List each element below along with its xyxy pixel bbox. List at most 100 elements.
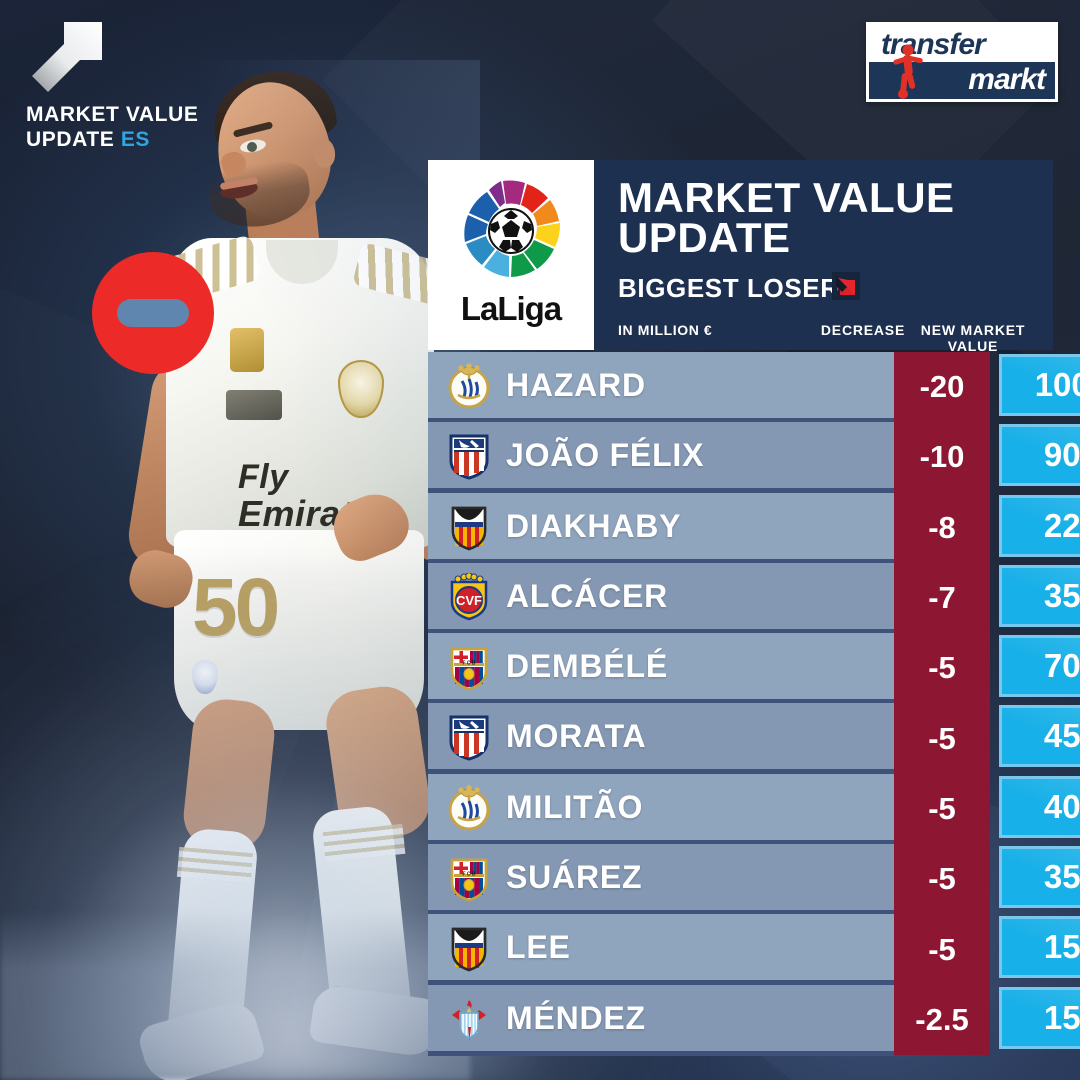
- table-row[interactable]: DIAKHABY -8 22.0: [428, 492, 1080, 564]
- column-header-unit: IN MILLION €: [618, 322, 713, 338]
- transfermarkt-word-markt: markt: [968, 63, 1046, 96]
- row-separator: [428, 910, 894, 916]
- transfermarkt-logo[interactable]: transfer markt: [866, 22, 1058, 102]
- decrease-cell: -2.5: [894, 984, 990, 1055]
- row-separator: [428, 628, 894, 634]
- player-name: SUÁREZ: [506, 859, 643, 896]
- player-name: MORATA: [506, 718, 647, 755]
- decrease-cell: -8: [894, 492, 990, 563]
- header-panel: LaLiga MARKET VALUE UPDATE BIGGEST LOSER…: [428, 160, 1053, 354]
- new-market-value-cell: 45.0: [999, 705, 1080, 768]
- celta-vigo-badge-icon: [446, 995, 492, 1043]
- new-market-value-cell: 22.0: [999, 494, 1080, 557]
- decrease-value: -5: [928, 790, 956, 826]
- new-market-value: 90.0: [1043, 436, 1080, 474]
- decrease-value: -5: [928, 931, 956, 967]
- real-madrid-shirt-crest-icon: [338, 360, 384, 418]
- logo-line1: MARKET VALUE: [26, 103, 199, 126]
- decrease-cell: -5: [894, 844, 990, 915]
- row-name-cell: [428, 422, 894, 489]
- row-name-cell: [428, 492, 894, 559]
- table-row[interactable]: CVF ALCÁCER -7 35.0: [428, 562, 1080, 634]
- decrease-value: -5: [928, 861, 956, 897]
- new-market-value: 35.0: [1043, 858, 1080, 896]
- valencia-badge-icon: [446, 924, 492, 972]
- new-market-value-cell: 35.0: [999, 846, 1080, 909]
- barcelona-badge-icon: F C B: [446, 854, 492, 902]
- villarreal-badge-icon: CVF: [446, 572, 492, 621]
- row-name-cell: [428, 844, 894, 911]
- table-row[interactable]: MÉNDEZ -2.5 15.0: [428, 984, 1080, 1056]
- laliga-logo-box: LaLiga: [428, 160, 594, 350]
- decrease-cell: -10: [894, 422, 990, 493]
- new-market-value-cell: 35.0: [999, 564, 1080, 627]
- table-row[interactable]: F C B SUÁREZ -5 35.0: [428, 844, 1080, 916]
- decrease-cell: -20: [894, 352, 990, 423]
- minus-bar: [117, 299, 189, 327]
- decrease-value: -5: [928, 650, 956, 686]
- row-name-cell: [428, 773, 894, 840]
- player-photo: Fly Emirates 50: [70, 60, 490, 1080]
- new-market-value: 15.0: [1043, 998, 1080, 1036]
- column-header-new-market-value: NEW MARKET VALUE: [920, 322, 1026, 354]
- market-value-update-wordmark: MARKET VALUE UPDATE ES: [26, 102, 198, 152]
- row-separator: [428, 769, 894, 775]
- real-madrid-badge-icon: [446, 362, 492, 410]
- table-row[interactable]: LEE -5 15.0: [428, 914, 1080, 986]
- new-market-value: 35.0: [1043, 576, 1080, 614]
- decrease-value: -20: [919, 369, 965, 405]
- player-pupil: [247, 142, 257, 152]
- row-name-cell: [428, 914, 894, 981]
- transfermarkt-logo-top: [869, 25, 1055, 62]
- shirt-number: 50: [192, 562, 332, 654]
- panel-title: MARKET VALUE UPDATE: [618, 174, 955, 259]
- column-header-decrease: DECREASE: [820, 322, 906, 338]
- decrease-cell: -5: [894, 703, 990, 774]
- player-name: HAZARD: [506, 367, 646, 403]
- logo-line2: UPDATE ES: [26, 127, 198, 152]
- row-name-cell: [428, 562, 894, 629]
- table-row[interactable]: F C B DEMBÉLÉ -5 70.0: [428, 633, 1080, 705]
- logo-region: ES: [120, 128, 151, 151]
- decrease-value: -7: [928, 580, 956, 616]
- decrease-cell: -7: [894, 562, 990, 634]
- new-market-value-cell: 90.0: [999, 424, 1080, 487]
- footballer-figure-icon: [891, 43, 925, 99]
- player-name: ALCÁCER: [506, 577, 669, 614]
- player-name: JOÃO FÉLIX: [506, 437, 705, 474]
- new-market-value: 40.0: [1043, 787, 1080, 825]
- table-row[interactable]: JOÃO FÉLIX -10 90.0: [428, 422, 1080, 494]
- new-market-value: 70.0: [1043, 647, 1080, 685]
- player-name: MILITÃO: [506, 788, 644, 825]
- svg-text:F C B: F C B: [462, 872, 475, 878]
- decrease-value: -8: [928, 509, 956, 545]
- barcelona-badge-icon: F C B: [446, 643, 492, 691]
- player-name: DIAKHABY: [506, 507, 682, 544]
- atletico-madrid-badge-icon: [446, 432, 492, 480]
- svg-text:F C B: F C B: [462, 661, 475, 667]
- shorts-crest-icon: [192, 660, 218, 694]
- atletico-madrid-badge-icon: [446, 713, 492, 762]
- row-name-cell: [428, 633, 894, 700]
- decrease-cell: -5: [894, 633, 990, 704]
- new-market-value-cell: 40.0: [999, 775, 1080, 838]
- laliga-logo-icon: [454, 174, 568, 288]
- row-separator: [428, 980, 894, 986]
- row-separator: [428, 1050, 894, 1056]
- table-row[interactable]: MORATA -5 45.0: [428, 703, 1080, 775]
- player-name: DEMBÉLÉ: [506, 648, 669, 685]
- decrease-value: -10: [919, 439, 965, 475]
- table-row[interactable]: HAZARD -20 100.0: [428, 352, 1080, 423]
- fifa-champions-patch-icon: [230, 328, 264, 372]
- row-name-cell: [428, 984, 894, 1051]
- decrease-value: -2.5: [915, 1001, 969, 1037]
- new-market-value-cell: 70.0: [999, 635, 1080, 698]
- table-row[interactable]: MILITÃO -5 40.0: [428, 773, 1080, 845]
- row-separator: [428, 488, 894, 494]
- panel-title-line1: MARKET VALUE: [618, 174, 955, 221]
- player-name: LEE: [506, 929, 571, 966]
- transfermarkt-word-transfer: transfer: [881, 28, 986, 61]
- row-separator: [428, 558, 894, 564]
- panel-subtitle: BIGGEST LOSERS: [618, 273, 858, 303]
